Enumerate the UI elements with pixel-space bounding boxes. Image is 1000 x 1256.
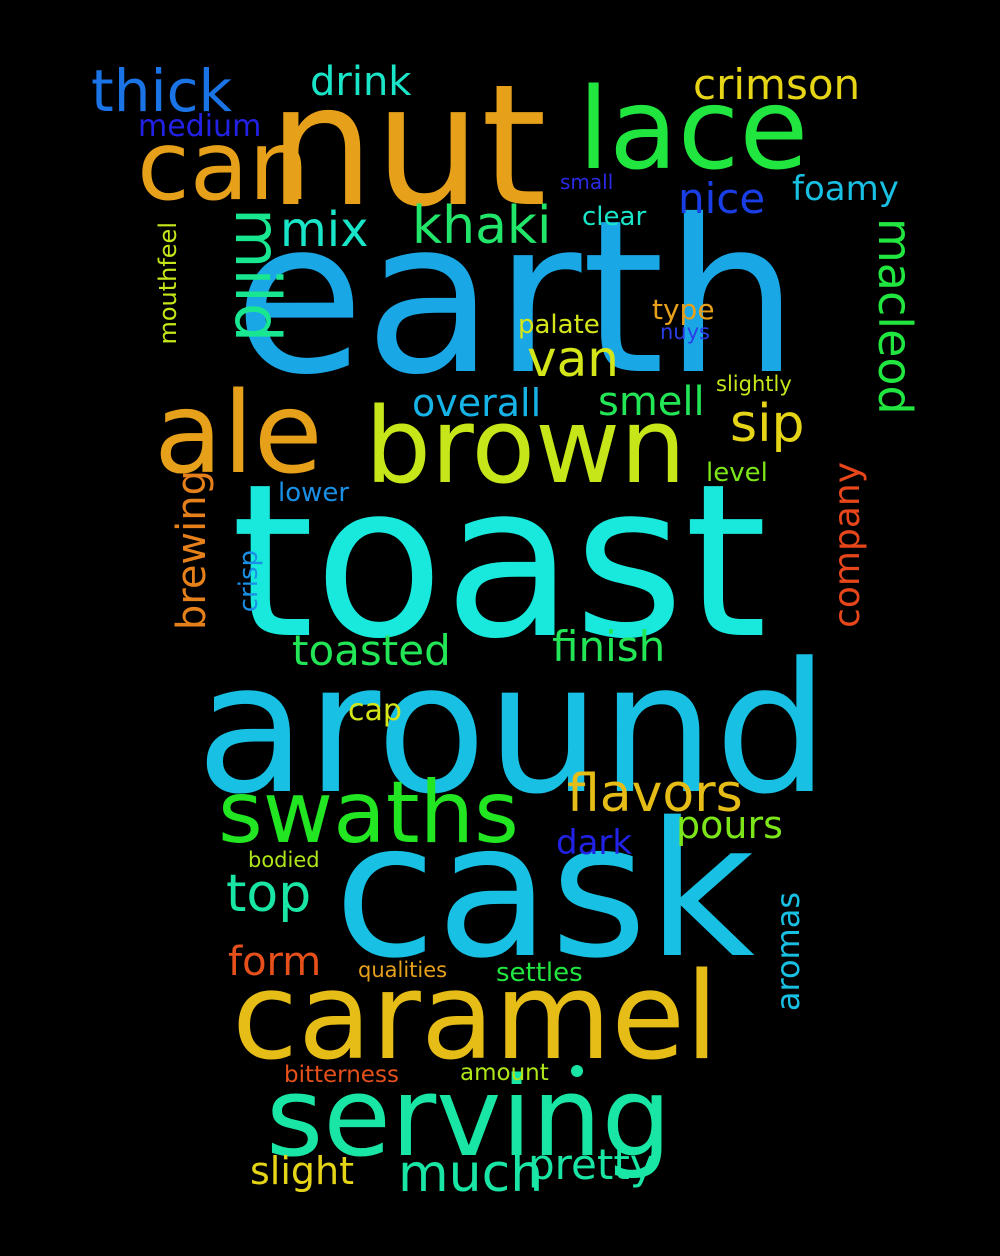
word-much: much xyxy=(398,1144,544,1204)
word-toast: toast xyxy=(231,438,768,685)
word-nut: nut xyxy=(268,48,547,244)
word-clear: clear xyxy=(582,202,647,232)
word-slight: slight xyxy=(250,1149,355,1193)
word-swaths: swaths xyxy=(218,763,519,863)
word-thick: thick xyxy=(91,57,233,125)
word-lower: lower xyxy=(278,478,350,508)
word-palate: palate xyxy=(518,310,600,340)
decorative-dot xyxy=(571,1065,583,1077)
word-medium: medium xyxy=(138,109,262,144)
word-van: van xyxy=(527,330,619,388)
word-mix: mix xyxy=(280,202,369,258)
word-slightly: slightly xyxy=(716,372,792,396)
word-aromas: aromas xyxy=(769,892,807,1012)
word-nice: nice xyxy=(678,174,766,223)
word-settles: settles xyxy=(496,958,583,988)
word-crisp: crisp xyxy=(234,550,264,613)
word-finish: finish xyxy=(552,622,666,671)
word-cask: cask xyxy=(334,782,755,999)
word-sip: sip xyxy=(730,394,805,454)
word-flavors: flavors xyxy=(567,764,743,824)
word-caramel: caramel xyxy=(232,948,719,1087)
word-nuys: nuys xyxy=(660,320,710,344)
word-dark: dark xyxy=(556,823,633,863)
word-bitterness: bitterness xyxy=(284,1062,399,1088)
word-bodied: bodied xyxy=(248,848,320,872)
word-ale: ale xyxy=(154,369,323,499)
word-khaki: khaki xyxy=(412,196,552,256)
word-serving: serving xyxy=(266,1053,672,1181)
word-brown: brown xyxy=(365,385,687,507)
word-macleod: macleod xyxy=(868,218,922,415)
word-crimson: crimson xyxy=(693,60,861,109)
word-form: form xyxy=(228,939,322,985)
word-brewing: brewing xyxy=(169,470,215,631)
word-top: top xyxy=(226,864,312,924)
word-earth: earth xyxy=(234,174,799,421)
word-lace: lace xyxy=(578,65,809,195)
word-company: company xyxy=(827,462,868,628)
word-small: small xyxy=(560,170,614,194)
word-mouthfeel: mouthfeel xyxy=(154,222,182,345)
word-around: around xyxy=(196,625,829,834)
word-pretty: pretty xyxy=(528,1140,655,1189)
word-overall: overall xyxy=(412,381,542,425)
word-smell: smell xyxy=(598,379,705,425)
word-level: level xyxy=(706,458,768,488)
word-can: can xyxy=(137,110,310,222)
word-foamy: foamy xyxy=(792,169,899,209)
word-mild: mild xyxy=(221,208,294,343)
word-toasted: toasted xyxy=(292,626,451,675)
word-qualities: qualities xyxy=(358,958,448,982)
word-amount: amount xyxy=(460,1060,549,1086)
word-pours: pours xyxy=(676,803,783,847)
word-type: type xyxy=(652,293,715,326)
word-cap: cap xyxy=(348,693,402,728)
word-drink: drink xyxy=(310,59,412,105)
